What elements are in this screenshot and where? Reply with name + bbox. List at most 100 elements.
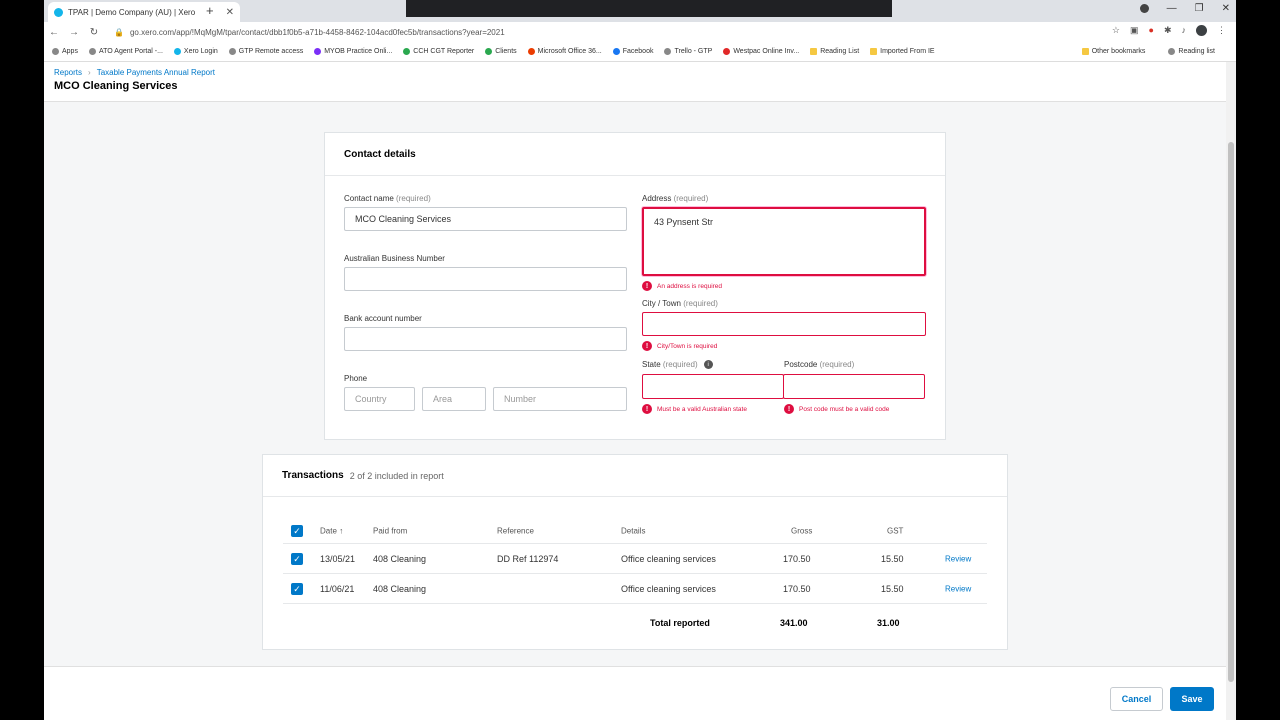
new-tab-icon[interactable]: + [206, 3, 214, 18]
column-header-gross: Gross [791, 526, 813, 535]
globe-icon [664, 48, 672, 55]
column-header-date[interactable]: Date ↑ [320, 526, 344, 535]
bookmark-ato[interactable]: ATO Agent Portal -... [88, 48, 163, 55]
bookmark-reading-list-panel[interactable]: Reading list [1168, 48, 1215, 55]
address-label: Address (required) [642, 194, 709, 203]
cell-paid-from: 408 Cleaning [373, 553, 427, 564]
cast-icon[interactable]: ▣ [1130, 25, 1139, 35]
column-header-details: Details [621, 526, 646, 535]
bookmark-cch[interactable]: CCH CGT Reporter [403, 48, 474, 55]
error-icon: ! [642, 281, 652, 291]
transactions-table: ✓ Date ↑ Paid from Reference Details Gro… [283, 518, 987, 604]
bookmark-office[interactable]: Microsoft Office 36... [527, 48, 602, 55]
office-icon [527, 48, 535, 55]
extensions: ☆ ▣ ● ✱ ♪ ⋮ [1112, 25, 1226, 36]
record-icon[interactable] [1139, 4, 1149, 13]
bookmark-reading-list[interactable]: Reading List [810, 48, 859, 55]
contact-name-label: Contact name (required) [344, 194, 431, 203]
table-row: ✓ 13/05/21 408 Cleaning DD Ref 112974 Of… [283, 544, 987, 574]
phone-area-input[interactable]: Area [422, 387, 486, 411]
close-icon[interactable]: ✕ [225, 6, 234, 18]
extensions-icon[interactable]: ✱ [1163, 25, 1172, 35]
tab-bar: TPAR | Demo Company (AU) | Xero ✕ + — ❐ … [44, 0, 1236, 22]
bank-account-input[interactable] [344, 327, 627, 351]
review-link[interactable]: Review [945, 554, 972, 563]
back-icon[interactable]: ← [49, 26, 59, 38]
reload-icon[interactable]: ↻ [89, 26, 99, 38]
info-icon[interactable]: i [703, 360, 713, 370]
minimize-icon[interactable]: — [1166, 3, 1177, 14]
bookmark-xero[interactable]: Xero Login [173, 48, 218, 55]
bookmark-trello[interactable]: Trello - GTP [664, 48, 712, 55]
review-link[interactable]: Review [945, 584, 972, 593]
save-button[interactable]: Save [1170, 687, 1214, 711]
address-textarea[interactable]: 43 Pynsent Str [642, 207, 926, 276]
bookmark-apps[interactable]: Apps [52, 48, 78, 55]
profile-avatar[interactable] [1196, 25, 1207, 36]
window-controls: — ❐ ✕ [1139, 3, 1230, 14]
abn-input[interactable] [344, 267, 627, 291]
breadcrumb-reports[interactable]: Reports [54, 68, 83, 77]
phone-number-input[interactable]: Number [493, 387, 627, 411]
reading-list-icon [1168, 48, 1176, 55]
bookmark-gtp-remote[interactable]: GTP Remote access [228, 48, 303, 55]
row-checkbox[interactable]: ✓ [291, 582, 303, 595]
page-scrollbar[interactable] [1226, 62, 1236, 720]
column-header-paid-from: Paid from [373, 526, 408, 535]
transactions-subtitle: 2 of 2 included in report [349, 470, 444, 481]
bookmark-imported[interactable]: Imported From IE [870, 48, 935, 55]
state-label: State (required) i [642, 360, 713, 370]
cell-paid-from: 408 Cleaning [373, 583, 427, 594]
breadcrumb-tpar[interactable]: Taxable Payments Annual Report [96, 68, 215, 77]
row-checkbox[interactable]: ✓ [291, 552, 303, 565]
phone-country-input[interactable]: Country [344, 387, 415, 411]
lastpass-icon[interactable]: ● [1148, 25, 1154, 35]
folder-icon [870, 48, 878, 55]
cell-gross: 170.50 [783, 553, 811, 564]
xero-favicon-icon [54, 7, 63, 17]
postcode-label: Postcode (required) [784, 360, 855, 369]
city-input[interactable] [642, 312, 926, 336]
postcode-input[interactable] [783, 374, 925, 399]
cell-details: Office cleaning services [621, 583, 716, 594]
scroll-thumb[interactable] [1228, 142, 1234, 682]
clients-icon [485, 48, 493, 55]
cell-details: Office cleaning services [621, 553, 716, 564]
total-gross: 341.00 [780, 618, 808, 628]
screen-share-bar [406, 0, 892, 17]
page-title: MCO Cleaning Services [54, 80, 178, 92]
select-all-checkbox[interactable]: ✓ [291, 524, 303, 537]
bookmark-westpac[interactable]: Westpac Online Inv... [723, 48, 799, 55]
browser-tab[interactable]: TPAR | Demo Company (AU) | Xero ✕ [48, 2, 240, 22]
forward-icon[interactable]: → [69, 26, 79, 38]
cell-date: 11/06/21 [320, 583, 355, 594]
column-header-reference: Reference [497, 526, 534, 535]
bookmark-other[interactable]: Other bookmarks [1081, 48, 1145, 55]
bookmark-facebook[interactable]: Facebook [612, 48, 653, 55]
media-icon[interactable]: ♪ [1181, 25, 1187, 35]
transactions-card: Transactions 2 of 2 included in report ✓… [262, 454, 1008, 650]
bookmark-myob[interactable]: MYOB Practice Onli... [314, 48, 392, 55]
contact-name-input[interactable]: MCO Cleaning Services [344, 207, 627, 231]
column-header-gst: GST [887, 526, 904, 535]
cell-date: 13/05/21 [320, 553, 356, 564]
folder-icon [1081, 48, 1089, 55]
abn-label: Australian Business Number [344, 254, 445, 263]
bookmark-clients[interactable]: Clients [485, 48, 517, 55]
restore-icon[interactable]: ❐ [1194, 3, 1204, 14]
state-select[interactable] [642, 374, 784, 399]
star-icon[interactable]: ☆ [1111, 25, 1120, 35]
url-text: go.xero.com/app/!MqMgM/tpar/contact/dbb1… [129, 27, 505, 37]
bookmarks-right: Other bookmarks Reading list [1081, 48, 1226, 55]
bookmarks-bar: Apps ATO Agent Portal -... Xero Login GT… [44, 42, 1236, 62]
cancel-button[interactable]: Cancel [1110, 687, 1163, 711]
menu-icon[interactable]: ⋮ [1217, 25, 1226, 35]
table-header-row: ✓ Date ↑ Paid from Reference Details Gro… [283, 518, 987, 544]
error-icon: ! [784, 404, 794, 414]
black-margin [1236, 0, 1280, 720]
cell-reference: DD Ref 112974 [497, 553, 559, 564]
close-window-icon[interactable]: ✕ [1221, 3, 1230, 14]
address-bar[interactable]: 🔒 go.xero.com/app/!MqMgM/tpar/contact/db… [114, 24, 1114, 40]
nav-bar: ← → ↻ 🔒 go.xero.com/app/!MqMgM/tpar/cont… [44, 22, 1236, 42]
contact-details-card: Contact details Contact name (required) … [324, 132, 946, 440]
